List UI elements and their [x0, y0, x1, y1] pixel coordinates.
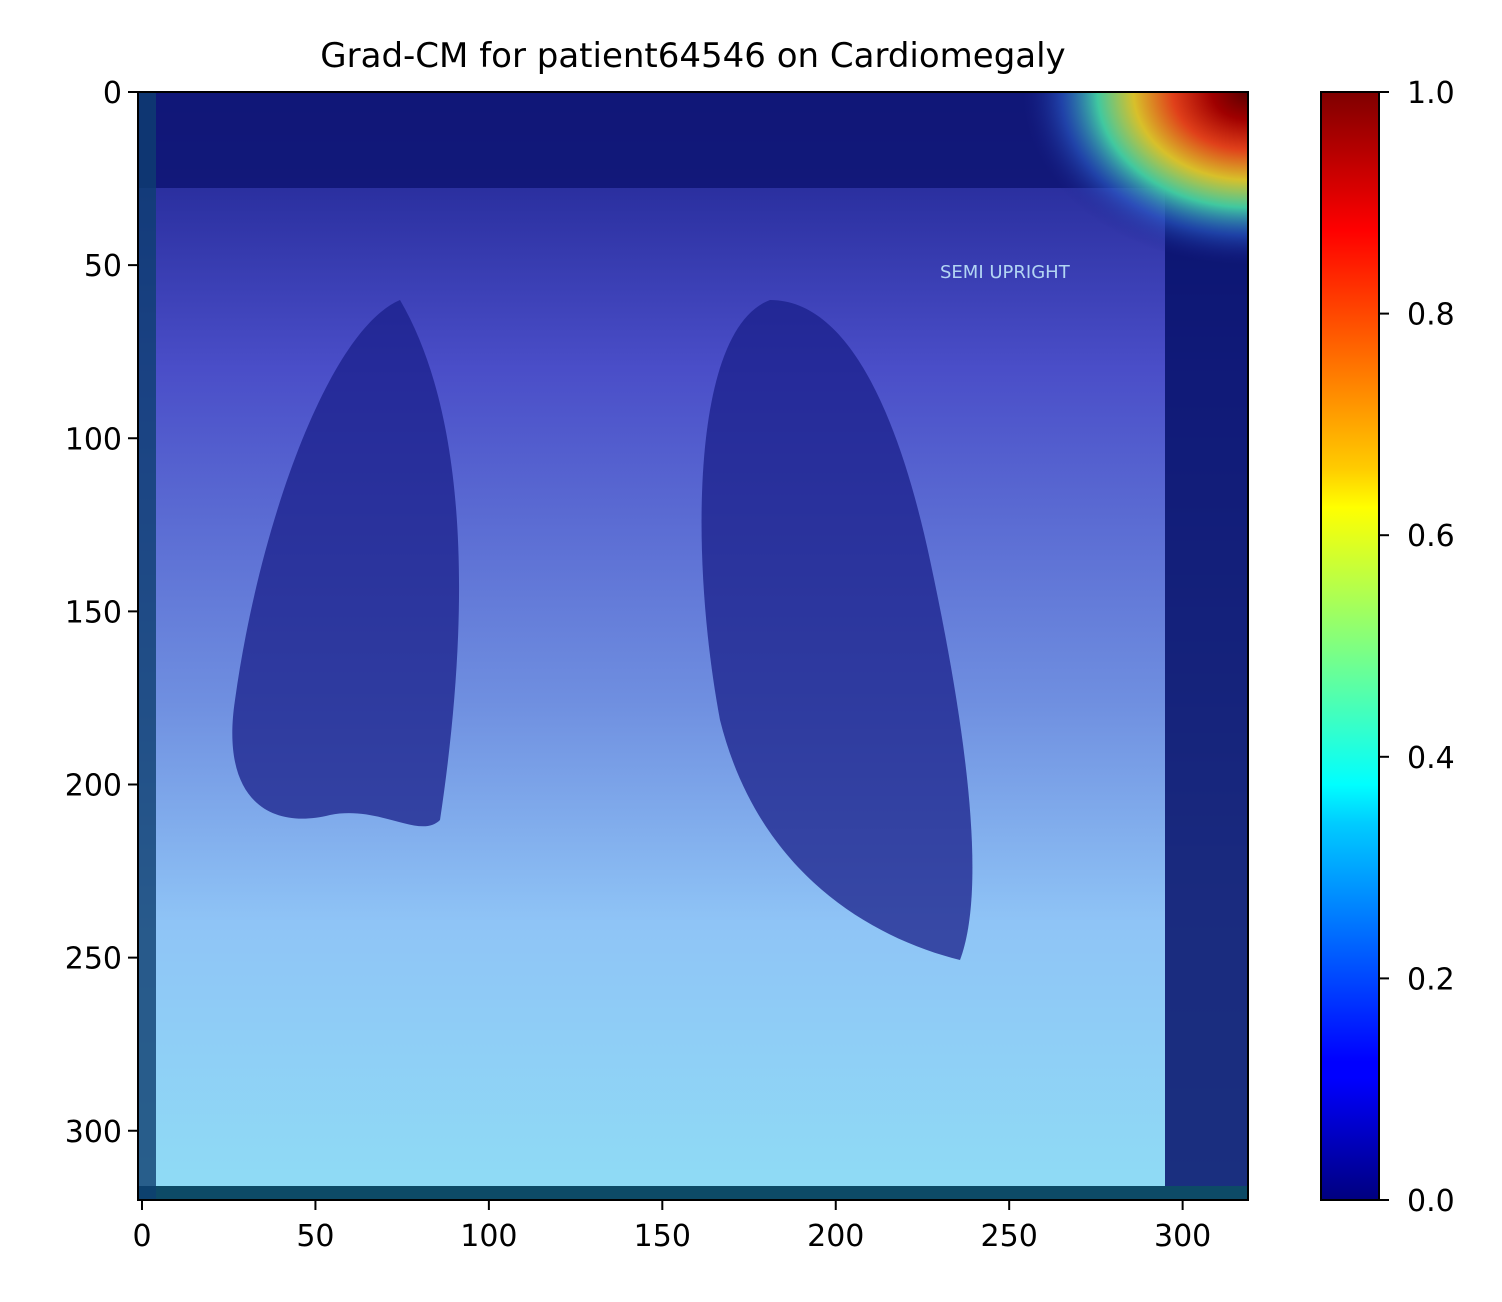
plot-frame — [137, 91, 1249, 1201]
colorbar-axis: 0.0 0.2 0.4 0.6 0.8 1.0 — [1379, 76, 1455, 1219]
heatmap-image: SEMI UPRIGHT — [138, 92, 1248, 1200]
x-tick-label: 150 — [634, 1219, 691, 1254]
right-lung — [232, 300, 460, 827]
colorbar-tick-label: 0.6 — [1407, 519, 1455, 554]
y-tick-label: 50 — [84, 249, 122, 284]
bottom-dark-band — [138, 1186, 1248, 1200]
y-tick-label: 200 — [65, 769, 122, 804]
y-tick-label: 300 — [65, 1115, 122, 1150]
y-tick-label: 150 — [65, 595, 122, 630]
colorbar-tick-label: 0.8 — [1407, 298, 1455, 333]
hotspot-overlay — [700, 92, 1248, 512]
y-tick-label: 0 — [103, 76, 122, 111]
image-annotation: SEMI UPRIGHT — [940, 262, 1071, 283]
colorbar-tick-label: 0.0 — [1407, 1184, 1455, 1219]
colorbar-tick-label: 0.2 — [1407, 962, 1455, 997]
x-tick-label: 0 — [132, 1219, 151, 1254]
y-tick-label: 100 — [65, 422, 122, 457]
x-tick-label: 250 — [981, 1219, 1038, 1254]
x-tick-label: 200 — [807, 1219, 864, 1254]
colorbar-tick-label: 1.0 — [1407, 76, 1455, 111]
x-tick-label: 300 — [1154, 1219, 1211, 1254]
y-axis: 0 50 100 150 200 250 300 — [65, 76, 138, 1150]
x-axis: 0 50 100 150 200 250 300 — [132, 1200, 1211, 1254]
x-tick-label: 50 — [296, 1219, 334, 1254]
colorbar-tick-label: 0.4 — [1407, 741, 1455, 776]
chart-title: Grad-CM for patient64546 on Cardiomegaly — [320, 36, 1065, 76]
left-dark-band — [138, 92, 156, 1200]
x-tick-label: 100 — [460, 1219, 517, 1254]
colorbar — [1320, 91, 1380, 1201]
y-tick-label: 250 — [65, 942, 122, 977]
